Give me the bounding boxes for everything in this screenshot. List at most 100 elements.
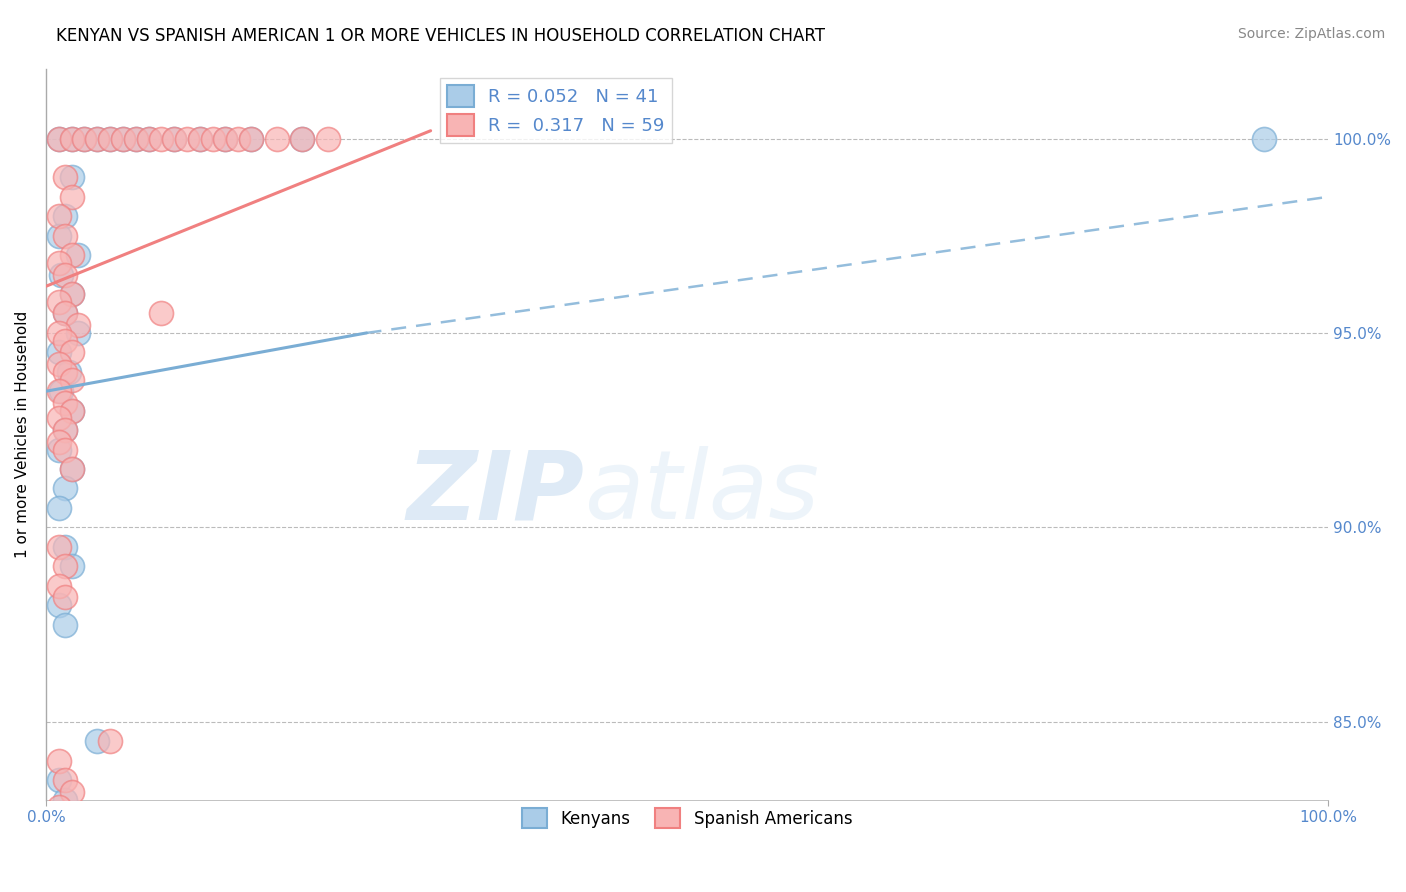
Point [163,131,186,145]
Point [48,754,70,768]
Point [60,559,83,574]
Point [163,131,186,145]
Point [60,462,83,476]
Point [60,373,83,387]
Point [51,268,73,282]
Point [98,131,121,145]
Point [53,396,76,410]
Point [98,131,121,145]
Point [53,209,76,223]
Point [48,442,70,457]
Point [48,256,70,270]
Point [60,823,83,838]
Point [48,540,70,554]
Y-axis label: 1 or more Vehicles in Household: 1 or more Vehicles in Household [15,310,30,558]
Point [48,598,70,612]
Point [66,326,89,340]
Point [176,131,198,145]
Point [291,131,314,145]
Point [53,423,76,437]
Legend: Kenyans, Spanish Americans: Kenyans, Spanish Americans [515,801,859,835]
Point [53,851,76,865]
Point [188,131,211,145]
Point [1253,131,1275,145]
Point [214,131,236,145]
Point [48,131,70,145]
Point [111,131,134,145]
Point [53,559,76,574]
Point [150,131,173,145]
Point [60,248,83,262]
Point [48,579,70,593]
Point [86,131,108,145]
Point [226,131,249,145]
Point [316,131,339,145]
Point [125,131,148,145]
Point [48,800,70,814]
Point [53,773,76,788]
Point [240,131,263,145]
Point [48,500,70,515]
Point [53,306,76,320]
Point [48,228,70,243]
Point [48,411,70,425]
Point [150,306,173,320]
Point [48,209,70,223]
Point [48,326,70,340]
Point [138,131,160,145]
Point [66,318,89,333]
Point [201,131,224,145]
Point [53,268,76,282]
Point [53,442,76,457]
Point [86,131,108,145]
Point [48,773,70,788]
Text: KENYAN VS SPANISH AMERICAN 1 OR MORE VEHICLES IN HOUSEHOLD CORRELATION CHART: KENYAN VS SPANISH AMERICAN 1 OR MORE VEH… [56,27,825,45]
Point [266,131,288,145]
Point [53,170,76,185]
Point [60,287,83,301]
Point [60,812,83,826]
Point [60,170,83,185]
Point [51,384,73,399]
Point [53,482,76,496]
Text: Source: ZipAtlas.com: Source: ZipAtlas.com [1237,27,1385,41]
Point [138,131,160,145]
Text: atlas: atlas [585,446,820,539]
Point [53,792,76,806]
Point [60,403,83,417]
Point [125,131,148,145]
Point [53,365,76,379]
Point [53,591,76,605]
Point [60,345,83,359]
Point [48,434,70,449]
Point [48,294,70,309]
Point [188,131,211,145]
Point [240,131,263,145]
Point [214,131,236,145]
Point [58,365,80,379]
Point [60,190,83,204]
Point [48,345,70,359]
Point [73,131,96,145]
Point [86,734,108,748]
Point [51,831,73,846]
Point [66,248,89,262]
Text: ZIP: ZIP [406,446,585,539]
Point [66,831,89,846]
Point [98,734,121,748]
Point [60,403,83,417]
Point [53,228,76,243]
Point [53,812,76,826]
Point [60,131,83,145]
Point [73,131,96,145]
Point [291,131,314,145]
Point [53,423,76,437]
Point [48,131,70,145]
Point [60,462,83,476]
Point [53,334,76,348]
Point [48,357,70,371]
Point [60,287,83,301]
Point [60,131,83,145]
Point [48,839,70,854]
Point [48,384,70,399]
